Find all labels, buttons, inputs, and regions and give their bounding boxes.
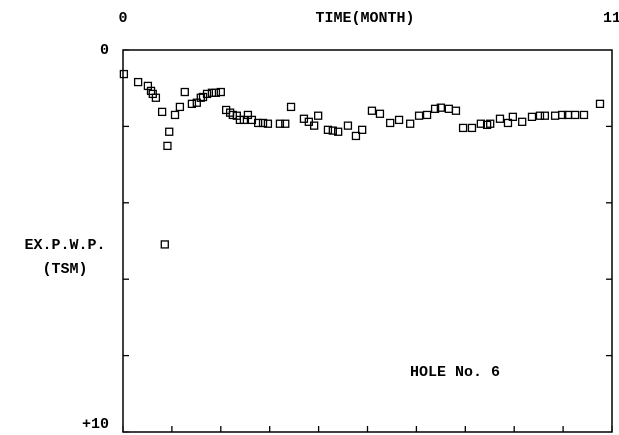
data-point (253, 118, 263, 128)
data-point (486, 119, 495, 128)
data-point (540, 111, 550, 120)
data-point (151, 93, 161, 102)
data-point (275, 119, 285, 128)
data-point (394, 115, 404, 125)
data-point (258, 118, 268, 128)
data-point (570, 110, 580, 120)
data-point (451, 106, 461, 115)
data-point (157, 107, 167, 117)
data-point (503, 118, 513, 128)
data-point (508, 112, 518, 121)
data-point (367, 106, 377, 115)
data-point (263, 119, 273, 128)
data-point (310, 121, 319, 130)
data-point (314, 111, 323, 120)
x-tick-label: 0 (118, 10, 127, 27)
data-point (334, 127, 343, 136)
data-point (175, 102, 185, 112)
data-point (351, 131, 361, 141)
data-point (414, 111, 424, 120)
data-point (430, 104, 440, 113)
annotation: HOLE No. 6 (410, 364, 500, 381)
y-axis-label: (TSM) (42, 261, 87, 278)
data-point (476, 119, 486, 128)
data-point (495, 114, 505, 123)
x-axis-label: TIME(MONTH) (315, 10, 414, 27)
data-point (422, 110, 432, 120)
data-point (527, 112, 537, 121)
data-point (550, 111, 560, 120)
data-point (165, 127, 174, 136)
data-point (436, 103, 446, 112)
data-point (518, 117, 527, 126)
data-point (216, 87, 225, 97)
data-point (133, 77, 143, 87)
data-point (595, 99, 605, 109)
data-point (467, 123, 477, 133)
data-point (180, 87, 189, 97)
data-point (211, 88, 221, 97)
x-tick-label: 11 (603, 10, 619, 27)
data-point (375, 109, 385, 118)
data-point (187, 99, 197, 109)
y-axis-label: EX.P.W.P. (24, 237, 105, 254)
plot-frame (122, 49, 613, 433)
data-point (444, 104, 454, 113)
data-point (458, 123, 468, 133)
data-point (170, 110, 180, 120)
data-point (386, 118, 395, 128)
data-point (406, 119, 415, 128)
data-point (358, 125, 367, 134)
y-tick-label: +10 (82, 416, 109, 433)
data-point (558, 110, 567, 120)
y-tick-label: 0 (100, 42, 109, 59)
data-point (202, 89, 212, 99)
data-point (328, 126, 337, 135)
data-point (343, 121, 353, 130)
data-point (535, 111, 545, 120)
data-point (323, 125, 333, 134)
data-point (579, 110, 589, 120)
data-point (160, 240, 169, 249)
data-point (286, 102, 296, 112)
data-point (281, 119, 290, 128)
data-point (119, 69, 129, 79)
data-point (163, 141, 172, 151)
